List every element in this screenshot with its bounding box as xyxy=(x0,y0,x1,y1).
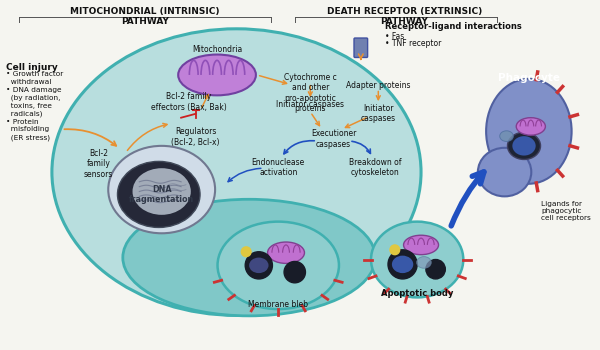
Ellipse shape xyxy=(268,242,304,264)
Ellipse shape xyxy=(371,222,463,298)
Text: Initiator
caspases: Initiator caspases xyxy=(361,104,396,124)
Ellipse shape xyxy=(218,222,339,309)
Text: • Fas: • Fas xyxy=(385,32,404,41)
Text: Apoptotic body: Apoptotic body xyxy=(381,289,454,298)
Ellipse shape xyxy=(404,235,439,255)
Ellipse shape xyxy=(416,257,431,268)
Text: Adapter proteins: Adapter proteins xyxy=(346,81,410,90)
Circle shape xyxy=(284,261,305,283)
Ellipse shape xyxy=(512,136,536,155)
Text: Receptor-ligand interactions: Receptor-ligand interactions xyxy=(385,22,522,32)
Text: Bcl-2
family
sensors: Bcl-2 family sensors xyxy=(84,149,113,178)
Text: DNA
fragmentation: DNA fragmentation xyxy=(129,185,194,204)
Text: • TNF receptor: • TNF receptor xyxy=(385,39,442,48)
Text: Ligands for
phagocytic
cell receptors: Ligands for phagocytic cell receptors xyxy=(541,201,591,221)
Circle shape xyxy=(390,245,400,255)
Ellipse shape xyxy=(392,256,413,273)
Ellipse shape xyxy=(516,118,545,135)
Ellipse shape xyxy=(249,258,269,273)
Ellipse shape xyxy=(478,148,531,196)
Text: Membrane bleb: Membrane bleb xyxy=(248,300,308,309)
Text: • Growth factor
  withdrawal
• DNA damage
  (by radiation,
  toxins, free
  radi: • Growth factor withdrawal • DNA damage … xyxy=(6,71,64,141)
Text: Mitochondria: Mitochondria xyxy=(192,44,242,54)
Text: Regulators
(Bcl-2, Bcl-x): Regulators (Bcl-2, Bcl-x) xyxy=(172,127,220,147)
Text: Endonuclease
activation: Endonuclease activation xyxy=(251,158,305,177)
Text: Breakdown of
cytoskeleton: Breakdown of cytoskeleton xyxy=(349,158,401,177)
Ellipse shape xyxy=(500,131,514,141)
Ellipse shape xyxy=(108,146,215,233)
Text: Executioner
caspases: Executioner caspases xyxy=(311,130,356,149)
Circle shape xyxy=(388,250,417,279)
Text: Cytochrome c
and other
pro-apoptotic
proteins: Cytochrome c and other pro-apoptotic pro… xyxy=(284,73,337,113)
FancyBboxPatch shape xyxy=(354,38,368,57)
Ellipse shape xyxy=(178,55,256,95)
Circle shape xyxy=(245,252,272,279)
Text: MITOCHONDRIAL (INTRINSIC)
PATHWAY: MITOCHONDRIAL (INTRINSIC) PATHWAY xyxy=(70,7,220,26)
Text: Phagocyte: Phagocyte xyxy=(498,73,560,83)
Ellipse shape xyxy=(133,168,191,215)
Circle shape xyxy=(241,247,251,257)
Ellipse shape xyxy=(508,132,541,160)
Circle shape xyxy=(426,259,445,279)
Text: Cell injury: Cell injury xyxy=(6,63,58,72)
Ellipse shape xyxy=(52,29,421,315)
Text: Initiator caspases: Initiator caspases xyxy=(277,100,344,109)
Text: DEATH RECEPTOR (EXTRINSIC)
PATHWAY: DEATH RECEPTOR (EXTRINSIC) PATHWAY xyxy=(327,7,482,26)
Ellipse shape xyxy=(118,161,200,228)
Text: Bcl-2 family
effectors (Bax, Bak): Bcl-2 family effectors (Bax, Bak) xyxy=(151,92,227,112)
Ellipse shape xyxy=(486,79,572,184)
Ellipse shape xyxy=(123,199,376,316)
